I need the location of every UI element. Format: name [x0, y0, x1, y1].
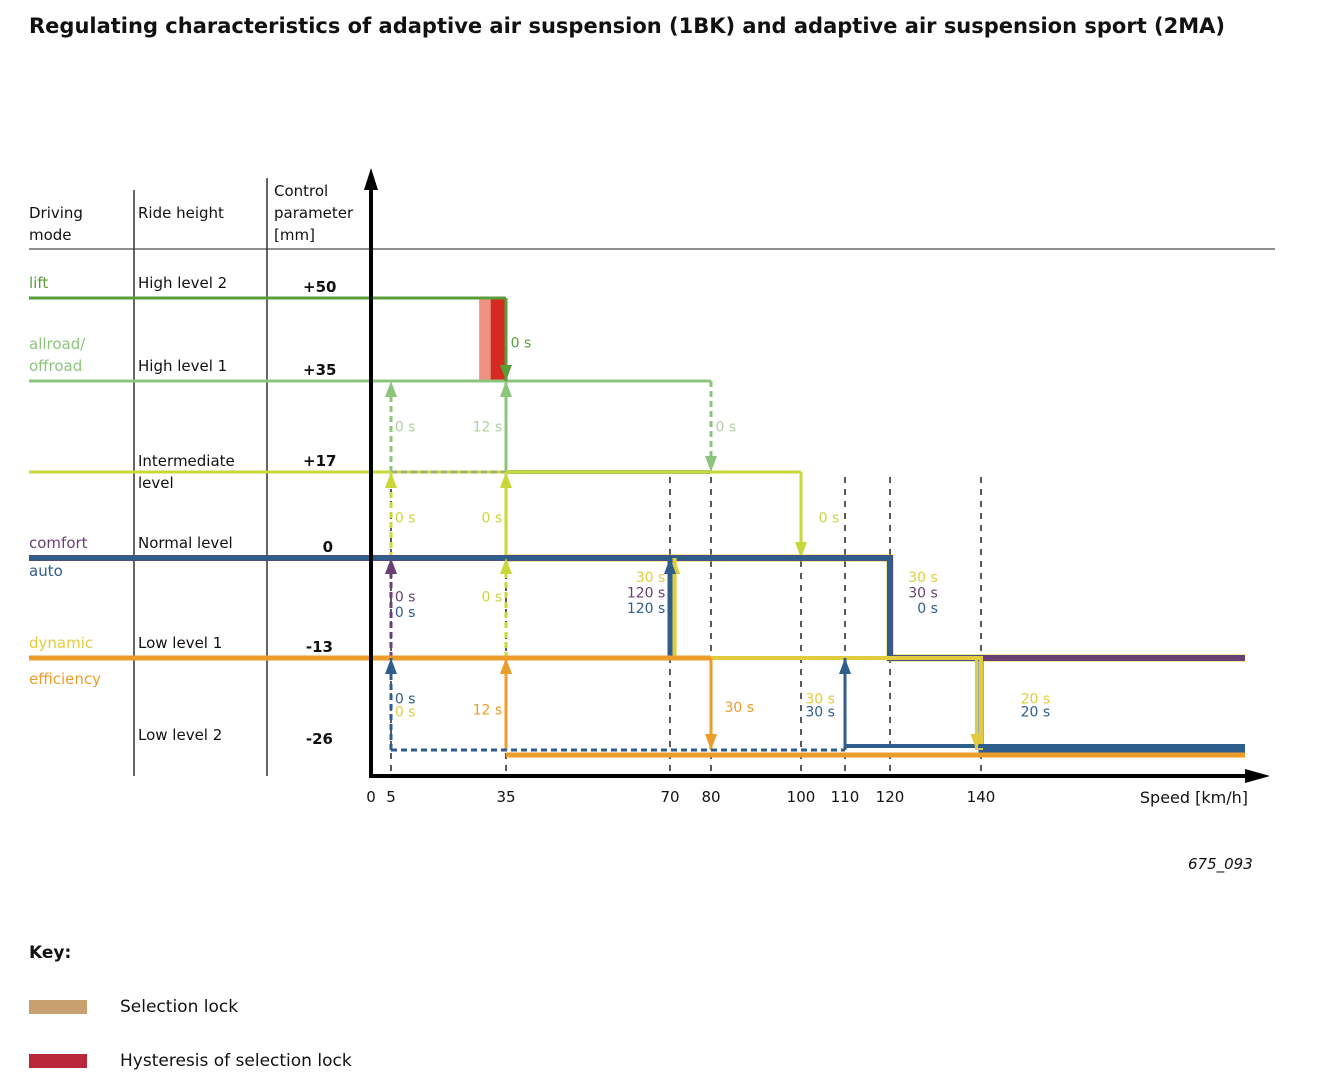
delay-label: 120 s	[627, 586, 665, 602]
header-control-parameter: Control parameter [mm]	[274, 182, 354, 244]
ride-height-label: Intermediate level	[138, 452, 235, 492]
x-tick-label: 110	[831, 788, 860, 806]
control-parameter-value: +17	[303, 452, 337, 470]
delay-label: 0 s	[395, 511, 416, 527]
delay-label: 0 s	[395, 420, 416, 436]
driving-mode-efficiency: efficiency	[29, 670, 102, 688]
driving-mode-dynamic: dynamic	[29, 634, 94, 652]
diagram-title: Regulating characteristics of adaptive a…	[29, 14, 1225, 38]
ride-height-label: Normal level	[138, 534, 233, 552]
delay-label: 30 s	[908, 586, 938, 602]
arrowhead-allroad-up-5	[385, 381, 397, 397]
x-tick-label: 70	[660, 788, 679, 806]
arrowhead-comfort-up-5	[385, 558, 397, 574]
delay-label: 20 s	[1021, 691, 1051, 707]
header-driving-mode: Driving mode	[29, 204, 83, 244]
x-tick-label: 80	[701, 788, 720, 806]
arrowhead-inter-up-35	[500, 472, 512, 488]
x-tick-label: 0	[366, 788, 376, 806]
arrowhead-auto-up-110	[839, 658, 851, 674]
series-dynamic-low	[670, 656, 983, 750]
delay-label: 20 s	[1021, 705, 1051, 721]
x-tick-label: 100	[787, 788, 816, 806]
delay-label: 0 s	[819, 511, 840, 527]
ride-height-label: High level 1	[138, 357, 228, 375]
key-title: Key:	[29, 943, 72, 963]
key-swatch-hysteresis	[29, 1054, 87, 1068]
x-axis-arrow	[1245, 769, 1270, 783]
driving-mode-lift: lift	[29, 274, 49, 292]
arrowhead-eff-up-35	[500, 658, 512, 674]
delay-label: 0 s	[716, 420, 737, 436]
ride-height-label: Low level 1	[138, 634, 223, 652]
delay-label: 0 s	[917, 601, 938, 617]
delay-label: 12 s	[473, 702, 503, 718]
series-dynamic-normal	[506, 554, 1245, 662]
ride-height-label: High level 2	[138, 274, 228, 292]
arrowhead-inter-up-5	[385, 472, 397, 488]
arrowhead-dyn-up-35	[500, 558, 512, 574]
figure-id: 675_093	[1188, 855, 1253, 873]
control-parameter-value: +50	[303, 278, 337, 296]
arrowhead-dyn-down-140	[970, 734, 983, 750]
selection-lock-0	[479, 298, 491, 381]
driving-mode-allroad: allroad/ offroad	[29, 335, 86, 375]
key-label-hysteresis: Hysteresis of selection lock	[120, 1051, 352, 1071]
x-tick-label: 140	[967, 788, 996, 806]
y-axis-arrow	[364, 168, 378, 190]
key-swatch-selection-lock	[29, 1000, 87, 1014]
driving-mode-auto: auto	[29, 562, 63, 580]
arrowhead-auto-up-5	[385, 658, 397, 674]
ride-height-label: Low level 2	[138, 726, 223, 744]
delay-label: 30 s	[636, 570, 666, 586]
delay-label: 0 s	[395, 705, 416, 721]
key-label-selection-lock: Selection lock	[120, 997, 239, 1017]
x-tick-label: 5	[386, 788, 396, 806]
delay-label: 30 s	[805, 705, 835, 721]
x-axis-label: Speed [km/h]	[1140, 788, 1248, 807]
header-ride-height: Ride height	[138, 204, 224, 222]
control-parameter-value: -13	[305, 638, 333, 656]
delay-label: 30 s	[908, 570, 938, 586]
x-tick-label: 35	[496, 788, 515, 806]
control-parameter-value: +35	[303, 361, 337, 379]
control-parameter-value: 0	[322, 538, 333, 556]
delay-label: 0 s	[395, 605, 416, 621]
delay-label: 30 s	[805, 691, 835, 707]
delay-label: 120 s	[627, 601, 665, 617]
delay-label: 0 s	[395, 691, 416, 707]
delay-label: 12 s	[473, 420, 503, 436]
delay-label: 0 s	[395, 589, 416, 605]
arrowhead-auto-up-70	[664, 558, 676, 574]
delay-label: 0 s	[482, 589, 503, 605]
delay-label: 30 s	[725, 700, 755, 716]
x-tick-label: 120	[876, 788, 905, 806]
control-parameter-value: -26	[305, 730, 333, 748]
delay-label: 0 s	[511, 335, 532, 351]
arrowhead-allroad-up-35	[500, 381, 512, 397]
delay-label: 0 s	[482, 511, 503, 527]
selection-lock-1	[490, 298, 506, 381]
arrowhead-eff-down-80	[705, 734, 717, 750]
driving-mode-comfort: comfort	[29, 534, 88, 552]
arrowhead-lift-down-35	[500, 365, 512, 381]
arrowhead-inter-down-100	[795, 542, 807, 558]
arrowhead-allroad-down-80	[705, 456, 717, 472]
